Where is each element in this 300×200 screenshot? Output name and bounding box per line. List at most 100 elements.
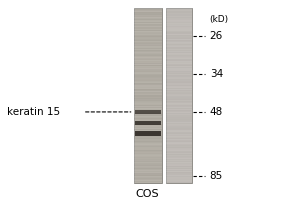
Bar <box>134 141 162 142</box>
Bar <box>134 106 162 107</box>
Bar <box>167 135 192 136</box>
Bar <box>134 70 162 71</box>
Bar <box>134 58 162 59</box>
Bar <box>167 100 192 101</box>
Bar <box>134 133 162 134</box>
Bar <box>134 173 162 174</box>
Bar <box>167 155 192 156</box>
Bar <box>134 85 162 86</box>
Bar <box>167 120 192 121</box>
Bar <box>134 91 162 92</box>
Bar <box>167 156 192 157</box>
Bar <box>134 68 162 69</box>
Bar <box>167 118 192 119</box>
Bar <box>167 17 192 18</box>
Bar <box>134 65 162 66</box>
Bar <box>167 127 192 128</box>
Bar <box>167 98 192 99</box>
Bar <box>167 104 192 105</box>
Bar <box>167 164 192 165</box>
Bar <box>167 53 192 54</box>
Bar <box>134 11 162 12</box>
Bar <box>167 78 192 79</box>
Bar <box>167 68 192 69</box>
Bar <box>167 97 192 98</box>
Bar <box>167 66 192 67</box>
Bar <box>134 67 162 68</box>
Bar <box>167 24 192 25</box>
Bar <box>167 30 192 31</box>
Bar <box>134 120 162 121</box>
Bar <box>167 115 192 116</box>
Bar <box>167 144 192 145</box>
Bar <box>167 181 192 182</box>
Bar <box>134 151 162 152</box>
Bar <box>167 22 192 23</box>
Bar <box>167 110 192 111</box>
Bar <box>134 21 162 22</box>
Text: (kD): (kD) <box>210 15 229 24</box>
Bar <box>167 47 192 48</box>
Bar <box>167 114 192 115</box>
Bar <box>167 41 192 42</box>
Bar <box>134 35 162 36</box>
Bar <box>134 69 162 70</box>
Bar <box>134 102 162 103</box>
Bar <box>134 41 162 42</box>
Bar <box>167 172 192 173</box>
Bar <box>134 33 162 34</box>
Bar <box>167 88 192 89</box>
Bar <box>134 77 162 78</box>
Bar <box>134 30 162 31</box>
Bar <box>167 56 192 57</box>
Bar <box>134 111 162 112</box>
Bar <box>167 165 192 166</box>
Bar <box>134 124 162 125</box>
Bar <box>134 51 162 52</box>
Bar <box>167 109 192 110</box>
Bar <box>134 123 162 124</box>
Bar <box>134 79 162 80</box>
Bar <box>134 15 162 16</box>
Bar <box>167 16 192 17</box>
Bar <box>134 140 162 141</box>
Bar <box>134 42 162 43</box>
Bar <box>134 153 162 154</box>
Bar <box>167 73 192 74</box>
Bar <box>134 115 162 116</box>
Bar <box>134 87 162 88</box>
Bar <box>134 36 162 37</box>
Bar <box>134 40 162 41</box>
Bar <box>134 97 162 98</box>
Bar <box>167 116 192 117</box>
Bar <box>167 23 192 24</box>
Bar <box>134 88 162 89</box>
Bar <box>167 134 192 135</box>
Bar <box>134 31 162 32</box>
Bar <box>134 108 162 109</box>
Bar <box>167 111 192 112</box>
Bar <box>134 154 162 155</box>
Bar <box>167 54 192 55</box>
Bar <box>167 142 192 143</box>
Bar <box>134 89 162 90</box>
Bar <box>134 34 162 35</box>
Bar <box>167 35 192 36</box>
Bar <box>134 121 162 122</box>
Bar <box>134 127 162 128</box>
Bar <box>167 175 192 176</box>
Bar <box>167 76 192 77</box>
Bar <box>134 62 162 63</box>
Bar <box>167 21 192 22</box>
Bar <box>134 28 162 29</box>
Bar <box>167 49 192 50</box>
Bar <box>167 125 192 126</box>
Text: 26: 26 <box>210 31 223 41</box>
Bar <box>167 65 192 66</box>
Bar <box>167 182 192 183</box>
Bar <box>134 146 162 147</box>
Bar <box>167 37 192 38</box>
Bar <box>167 85 192 86</box>
Bar <box>134 114 162 115</box>
Bar <box>167 151 192 152</box>
